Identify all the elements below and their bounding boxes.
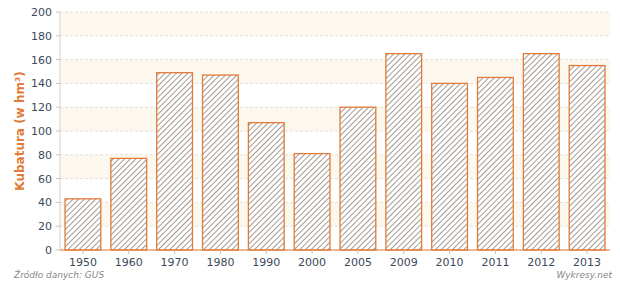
- x-tick-label: 2005: [344, 256, 372, 269]
- y-tick: [56, 250, 60, 251]
- x-tick: [449, 250, 450, 254]
- bar: [294, 154, 330, 250]
- bar: [157, 73, 193, 250]
- x-axis: [60, 250, 610, 251]
- y-tick-label: 20: [38, 220, 52, 233]
- x-tick: [587, 250, 588, 254]
- bar: [569, 66, 605, 250]
- y-tick-label: 200: [31, 6, 52, 19]
- x-tick: [174, 250, 175, 254]
- y-tick: [56, 202, 60, 203]
- x-tick-label: 2013: [573, 256, 601, 269]
- grid-line: [60, 250, 610, 251]
- y-tick: [56, 178, 60, 179]
- bar: [203, 75, 239, 250]
- y-tick-label: 40: [38, 196, 52, 209]
- x-tick-label: 2011: [481, 256, 509, 269]
- credit-note: Wykresy.net: [556, 270, 612, 280]
- y-tick-label: 80: [38, 149, 52, 162]
- grid-line: [60, 12, 610, 13]
- x-tick: [312, 250, 313, 254]
- x-tick-label: 2000: [298, 256, 326, 269]
- x-tick: [266, 250, 267, 254]
- y-tick-label: 120: [31, 101, 52, 114]
- x-tick: [403, 250, 404, 254]
- x-tick: [357, 250, 358, 254]
- y-tick: [56, 59, 60, 60]
- bar: [248, 123, 284, 250]
- bar: [386, 54, 422, 250]
- x-tick-label: 2012: [527, 256, 555, 269]
- bar: [432, 83, 468, 250]
- y-tick: [56, 83, 60, 84]
- y-tick: [56, 131, 60, 132]
- x-tick-label: 1950: [69, 256, 97, 269]
- x-tick-label: 2009: [390, 256, 418, 269]
- grid-line: [60, 35, 610, 36]
- y-tick: [56, 35, 60, 36]
- x-tick: [82, 250, 83, 254]
- x-tick-label: 1990: [252, 256, 280, 269]
- x-tick-label: 2010: [436, 256, 464, 269]
- y-tick: [56, 226, 60, 227]
- y-tick-label: 0: [45, 244, 52, 257]
- bar: [340, 107, 376, 250]
- y-tick-label: 180: [31, 30, 52, 43]
- y-axis-label: Kubatura (w hm³): [13, 71, 27, 190]
- x-tick-label: 1960: [115, 256, 143, 269]
- x-tick: [220, 250, 221, 254]
- y-tick: [56, 107, 60, 108]
- x-tick: [495, 250, 496, 254]
- chart: 0 20 40 60 80 100 120 140 160 180 200 1950 1960 1970 1…: [0, 0, 620, 282]
- bar: [523, 54, 559, 250]
- bar: [478, 77, 514, 250]
- bar: [111, 158, 147, 250]
- y-tick: [56, 12, 60, 13]
- x-tick: [128, 250, 129, 254]
- grid-band: [60, 12, 610, 36]
- source-note: Źródło danych: GUS: [13, 269, 104, 280]
- x-tick-label: 1970: [161, 256, 189, 269]
- bar: [65, 199, 101, 250]
- y-tick-label: 140: [31, 77, 52, 90]
- y-tick-label: 160: [31, 54, 52, 67]
- y-tick-label: 60: [38, 173, 52, 186]
- y-tick-label: 100: [31, 125, 52, 138]
- y-tick: [56, 154, 60, 155]
- x-tick: [541, 250, 542, 254]
- x-tick-label: 1980: [206, 256, 234, 269]
- y-axis: [60, 12, 61, 250]
